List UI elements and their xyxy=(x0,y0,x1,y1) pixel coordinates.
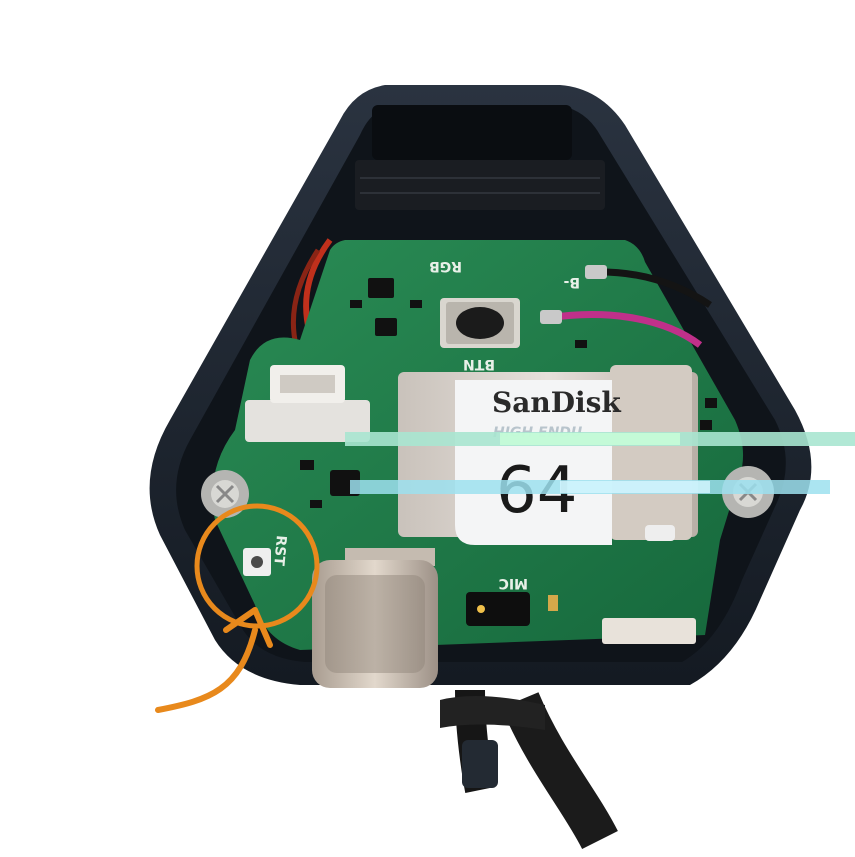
top-connector-slot xyxy=(355,105,605,210)
annotation-arrow xyxy=(155,627,258,713)
annotation-circle xyxy=(194,503,320,629)
image-glitch-bands xyxy=(345,432,855,494)
silk-label-b-minus: B- xyxy=(563,274,580,290)
sd-card: SanDisk HIGH ENDU 64 xyxy=(455,380,621,545)
microphone xyxy=(466,592,530,626)
user-button xyxy=(440,298,520,348)
screw-left xyxy=(201,470,249,518)
reset-annotation xyxy=(155,503,320,713)
lanyard-cord xyxy=(440,689,618,850)
silk-label-mic: MIC xyxy=(499,575,528,591)
silk-label-rst: RST xyxy=(270,535,289,567)
capacitor xyxy=(602,618,696,644)
silk-label-rgb: RGB xyxy=(429,258,462,274)
silk-label-btn: BTN xyxy=(463,356,495,372)
battery-connector xyxy=(245,365,370,442)
wire-magenta xyxy=(547,311,703,348)
sd-brand-label: SanDisk xyxy=(492,386,621,419)
usb-c-port xyxy=(312,548,438,688)
reset-button xyxy=(243,548,271,576)
smd-components xyxy=(300,278,717,611)
